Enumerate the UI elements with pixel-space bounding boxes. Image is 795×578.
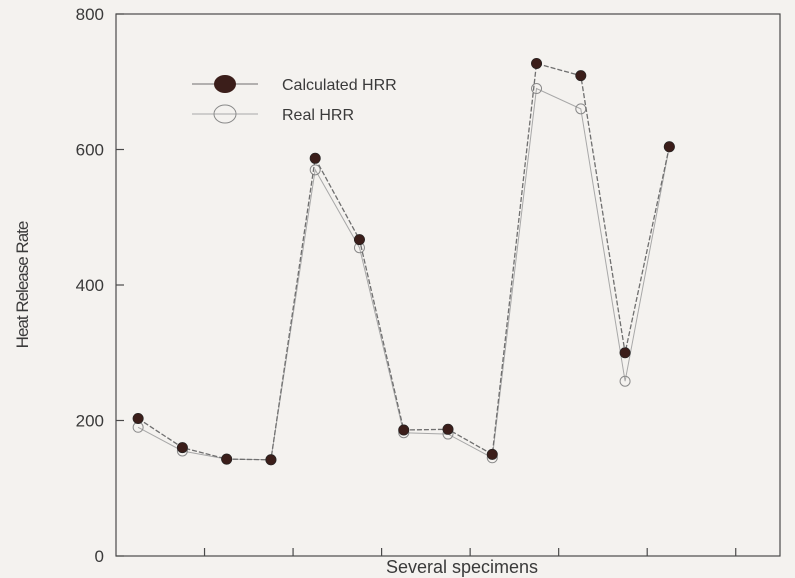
legend-label: Real HRR bbox=[282, 107, 354, 124]
point-calculated-hrr bbox=[265, 454, 277, 466]
legend-label: Calculated HRR bbox=[282, 77, 397, 94]
legend: Calculated HRR Real HRR bbox=[192, 75, 397, 124]
point-calculated-hrr bbox=[663, 141, 675, 153]
point-calculated-hrr bbox=[221, 453, 233, 465]
point-calculated-hrr bbox=[486, 448, 498, 460]
point-calculated-hrr bbox=[575, 70, 587, 82]
point-calculated-hrr bbox=[531, 57, 543, 69]
point-real-hrr bbox=[531, 83, 543, 95]
point-calculated-hrr bbox=[442, 423, 454, 435]
y-axis: 0 200 400 600 800 bbox=[76, 5, 124, 566]
point-calculated-hrr bbox=[176, 442, 188, 454]
point-real-hrr bbox=[619, 375, 631, 387]
y-tick-label: 200 bbox=[76, 412, 104, 431]
legend-marker-calculated-hrr bbox=[214, 75, 236, 93]
point-real-hrr bbox=[309, 164, 321, 176]
point-calculated-hrr bbox=[309, 152, 321, 164]
y-tick-label: 800 bbox=[76, 5, 104, 24]
x-axis bbox=[203, 548, 737, 556]
y-tick-label: 600 bbox=[76, 141, 104, 160]
point-calculated-hrr bbox=[619, 347, 631, 359]
series-line-real-hrr bbox=[137, 87, 670, 461]
point-calculated-hrr bbox=[132, 412, 144, 424]
point-calculated-hrr bbox=[353, 234, 365, 246]
plot-frame bbox=[115, 13, 781, 557]
point-calculated-hrr bbox=[398, 424, 410, 436]
x-axis-label: Several specimens bbox=[386, 557, 538, 577]
legend-marker-real-hrr bbox=[213, 104, 237, 124]
y-axis-label: Heat Release Rate bbox=[13, 221, 32, 348]
series-line-calculated-hrr bbox=[137, 62, 670, 461]
y-tick-label: 0 bbox=[95, 547, 104, 566]
series-layer bbox=[132, 57, 675, 466]
y-tick-label: 400 bbox=[76, 276, 104, 295]
